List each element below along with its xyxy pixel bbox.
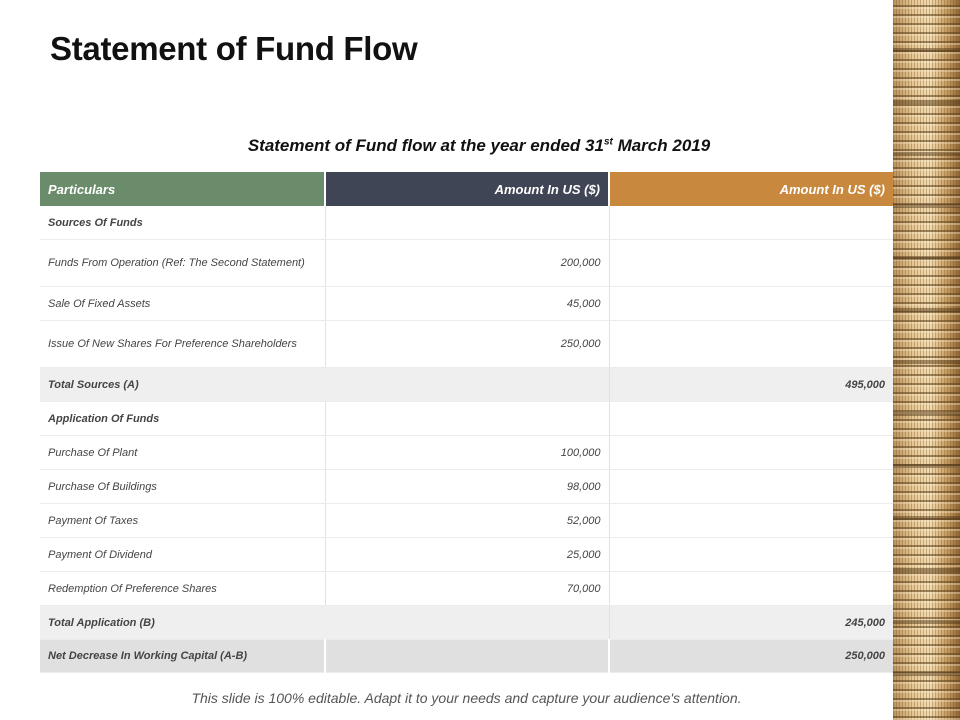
row-label: Total Application (B): [40, 605, 610, 640]
row-label: Purchase Of Buildings: [40, 469, 326, 504]
row-label: Total Sources (A): [40, 367, 610, 402]
table-heading-main: Statement of Fund flow at the year ended…: [247, 136, 604, 155]
row-label: Issue Of New Shares For Preference Share…: [40, 320, 326, 368]
row-total: [609, 401, 893, 436]
coin-stack-image: [893, 0, 960, 720]
row-total: [609, 206, 893, 240]
row-label: Net Decrease In Working Capital (A-B): [40, 639, 326, 673]
row-amount: 52,000: [325, 503, 610, 538]
total-row: Total Application (B) 245,000: [40, 605, 893, 640]
row-label: Redemption Of Preference Shares: [40, 571, 326, 606]
fund-flow-table: Particulars Amount In US ($) Amount In U…: [40, 172, 893, 673]
row-amount: 200,000: [325, 239, 610, 287]
row-amount: [325, 206, 610, 240]
row-label: Sources Of Funds: [40, 206, 326, 240]
table-header-row: Particulars Amount In US ($) Amount In U…: [40, 172, 893, 206]
row-label: Sale Of Fixed Assets: [40, 286, 326, 321]
row-total: [609, 286, 893, 321]
table-heading-superscript: st: [603, 136, 613, 148]
row-total: [609, 239, 893, 287]
footer-note: This slide is 100% editable. Adapt it to…: [191, 690, 742, 706]
row-amount: 98,000: [325, 469, 610, 504]
slide-title: Statement of Fund Flow: [50, 30, 418, 67]
row-total: [609, 320, 893, 368]
row-amount: 100,000: [325, 435, 610, 470]
row-total: [609, 503, 893, 538]
total-row: Total Sources (A) 495,000: [40, 367, 893, 402]
row-label: Payment Of Taxes: [40, 503, 326, 538]
table-row: Funds From Operation (Ref: The Second St…: [40, 239, 893, 287]
row-amount: 45,000: [325, 286, 610, 321]
table-row: Purchase Of Buildings 98,000: [40, 469, 893, 504]
row-label: Application Of Funds: [40, 401, 326, 436]
row-amount: [325, 639, 610, 673]
header-amount-2: Amount In US ($): [609, 172, 893, 206]
table-row: Sale Of Fixed Assets 45,000: [40, 286, 893, 321]
row-label: Payment Of Dividend: [40, 537, 326, 572]
row-total: [609, 469, 893, 504]
table-row: Redemption Of Preference Shares 70,000: [40, 571, 893, 606]
table-row: Payment Of Dividend 25,000: [40, 537, 893, 572]
row-label: Funds From Operation (Ref: The Second St…: [40, 239, 326, 287]
row-total: 245,000: [609, 605, 893, 640]
row-label: Purchase Of Plant: [40, 435, 326, 470]
table-row: Payment Of Taxes 52,000: [40, 503, 893, 538]
table-heading-tail: March 2019: [612, 136, 711, 155]
table-row: Issue Of New Shares For Preference Share…: [40, 320, 893, 368]
row-total: 495,000: [609, 367, 893, 402]
table-row: Sources Of Funds: [40, 206, 893, 240]
row-total: [609, 537, 893, 572]
row-amount: 25,000: [325, 537, 610, 572]
table-row: Purchase Of Plant 100,000: [40, 435, 893, 470]
row-amount: 70,000: [325, 571, 610, 606]
row-total: 250,000: [609, 639, 893, 673]
table-heading: Statement of Fund flow at the year ended…: [40, 136, 918, 156]
row-total: [609, 571, 893, 606]
row-amount: [325, 401, 610, 436]
header-particulars: Particulars: [40, 172, 326, 206]
row-amount: 250,000: [325, 320, 610, 368]
net-row: Net Decrease In Working Capital (A-B) 25…: [40, 639, 893, 673]
row-total: [609, 435, 893, 470]
table-row: Application Of Funds: [40, 401, 893, 436]
header-amount-1: Amount In US ($): [325, 172, 610, 206]
